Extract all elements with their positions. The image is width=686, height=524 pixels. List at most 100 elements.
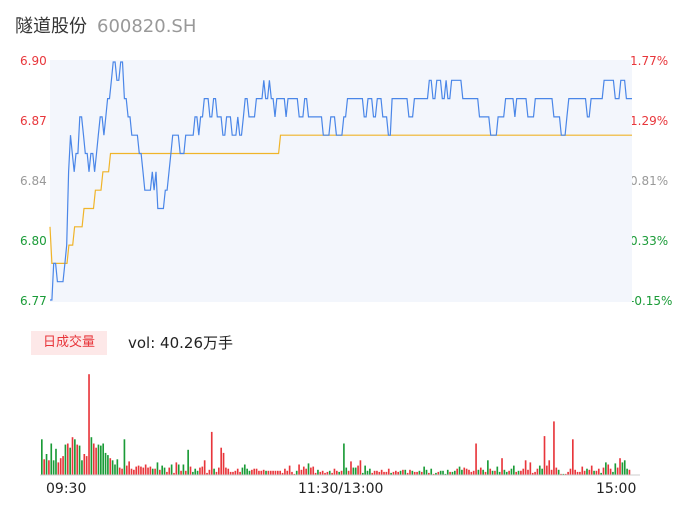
percent-label-2: 1.29% [630, 114, 669, 128]
volume-bar [251, 469, 253, 476]
volume-bar [475, 443, 477, 475]
volume-bar [553, 421, 555, 475]
volume-bar [180, 470, 182, 475]
volume-bar [590, 465, 593, 475]
volume-bar [111, 460, 114, 475]
volume-bar [140, 466, 142, 475]
volume-bar [595, 470, 598, 475]
volume-bar [465, 468, 468, 475]
volume-bar [55, 448, 57, 476]
volume-bar [409, 469, 411, 476]
volume-bar [317, 469, 319, 476]
volume-bar [588, 469, 591, 476]
volume-bar [491, 470, 494, 475]
volume-bar [208, 469, 211, 476]
volume-bar [288, 465, 291, 475]
volume-bar [128, 461, 130, 476]
volume-bar [215, 471, 218, 475]
volume-bar [196, 470, 199, 475]
volume-bar [605, 462, 607, 475]
volume-bar [88, 374, 90, 475]
volume-bar [104, 452, 107, 475]
price-plot-area [50, 60, 632, 302]
volume-bar [456, 468, 459, 475]
volume-bar [123, 439, 126, 475]
volume-bar [527, 469, 529, 476]
volume-bar [302, 466, 305, 475]
volume-bar [612, 471, 614, 475]
volume-bar [369, 468, 371, 475]
volume-bar [371, 472, 374, 475]
volume-bar [364, 465, 366, 475]
volume-bar [354, 467, 357, 475]
volume-bar [619, 458, 621, 475]
volume-bar [107, 455, 109, 475]
volume-bar [602, 467, 605, 475]
volume-bar [470, 471, 473, 475]
volume-bar [501, 458, 503, 475]
price-label-bottom: 6.77 [20, 294, 47, 308]
volume-bar [444, 473, 447, 475]
volume-bar [116, 459, 119, 476]
stock-name: 隧道股份 [15, 16, 87, 37]
volume-bar [378, 471, 381, 475]
volume-bar [48, 460, 50, 475]
volume-bar [513, 465, 515, 475]
volume-bar [52, 460, 55, 475]
volume-bar [74, 439, 76, 475]
volume-bar [614, 463, 617, 475]
volume-bar [281, 472, 284, 475]
volume-bar [166, 471, 168, 475]
volume-bar [71, 437, 74, 475]
volume-bar [192, 471, 194, 475]
volume-bar [135, 466, 138, 475]
price-label-4: 6.80 [20, 234, 47, 248]
volume-bar [213, 468, 215, 475]
volume-bar [241, 467, 244, 475]
volume-bar [361, 472, 364, 475]
volume-tag: 日成交量 [31, 331, 108, 355]
percent-label-bottom: -0.15% [630, 294, 673, 308]
volume-bar [380, 469, 383, 476]
volume-bar [312, 466, 315, 475]
volume-bar [300, 469, 303, 476]
volume-bar [182, 464, 185, 475]
volume-bar [133, 469, 135, 476]
volume-bar [236, 468, 239, 475]
volume-bar [390, 472, 392, 475]
volume-bar [267, 470, 270, 475]
volume-bar [600, 472, 602, 475]
volume-bar [340, 470, 343, 475]
volume-bar [482, 469, 484, 476]
volume-bar [420, 471, 423, 475]
volume-bar [430, 468, 433, 475]
volume-bar [616, 467, 619, 475]
volume-bar [597, 468, 600, 475]
volume-label: vol: 40.26万手 [128, 334, 233, 352]
stock-title: 隧道股份 600820.SH [15, 12, 196, 38]
volume-bar [574, 469, 577, 476]
volume-bar [286, 470, 289, 475]
volume-bar [50, 443, 53, 475]
volume-bar [463, 467, 466, 475]
volume-bar [442, 470, 444, 475]
volume-bar [628, 469, 631, 476]
volume-bar [295, 470, 298, 475]
volume-bar [314, 472, 317, 475]
volume-bar [81, 460, 83, 475]
volume-bar [397, 471, 400, 475]
volume-bar [550, 469, 553, 476]
volume-bar [64, 444, 67, 475]
volume-bar [385, 471, 388, 475]
volume-bar [564, 473, 567, 475]
volume-bar [144, 464, 147, 475]
volume-bar [100, 445, 102, 475]
volume-bar [333, 468, 336, 475]
volume-bar [586, 468, 588, 475]
volume-bar [494, 470, 496, 475]
volume-bar [156, 462, 159, 475]
stock-code: 600820.SH [97, 16, 197, 37]
volume-bar [62, 456, 64, 475]
volume-bar [125, 465, 128, 475]
